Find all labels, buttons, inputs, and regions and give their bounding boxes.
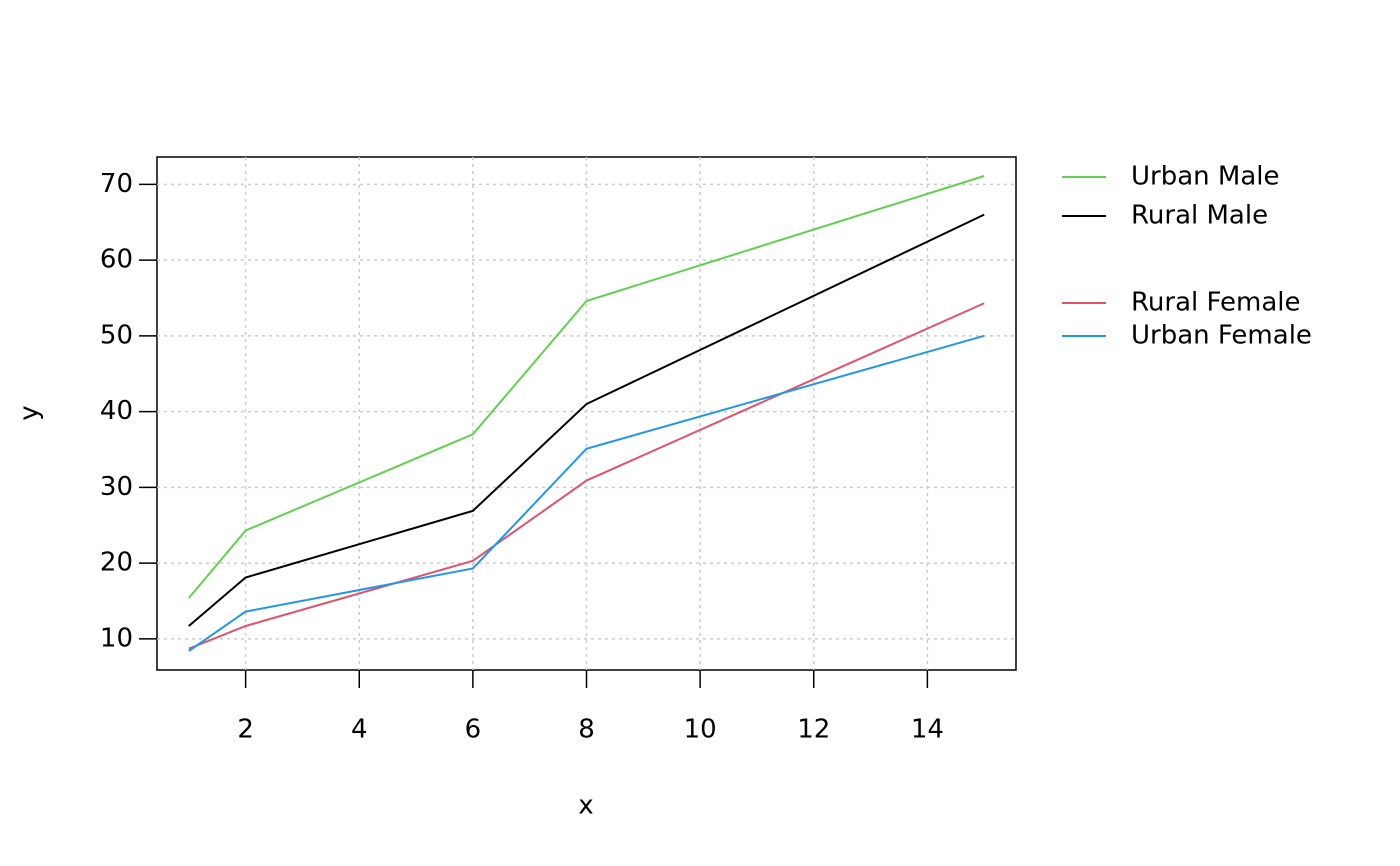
y-tick-label: 40 — [100, 396, 133, 426]
x-tick-label: 6 — [465, 715, 482, 745]
series-line — [188, 334, 985, 652]
y-tick-label: 30 — [100, 472, 133, 502]
series-line — [188, 213, 985, 627]
legend-label: Rural Male — [1131, 201, 1268, 231]
x-tick-label: 10 — [684, 715, 717, 745]
y-axis-label: y — [15, 405, 45, 420]
legend-label: Urban Male — [1131, 162, 1279, 192]
legend-label: Urban Female — [1131, 321, 1312, 351]
x-tick-label: 8 — [578, 715, 595, 745]
x-tick-label: 12 — [797, 715, 830, 745]
y-tick-label: 70 — [100, 169, 133, 199]
y-tick-label: 50 — [100, 320, 133, 350]
y-tick-label: 60 — [100, 245, 133, 275]
series-line — [188, 175, 985, 599]
y-tick-label: 20 — [100, 548, 133, 578]
y-tick-label: 10 — [100, 623, 133, 653]
x-tick-label: 4 — [351, 715, 368, 745]
legend-label: Rural Female — [1131, 288, 1301, 318]
x-tick-label: 14 — [911, 715, 944, 745]
series-line — [188, 302, 985, 650]
x-tick-label: 2 — [237, 715, 254, 745]
x-axis-label: x — [578, 791, 593, 821]
